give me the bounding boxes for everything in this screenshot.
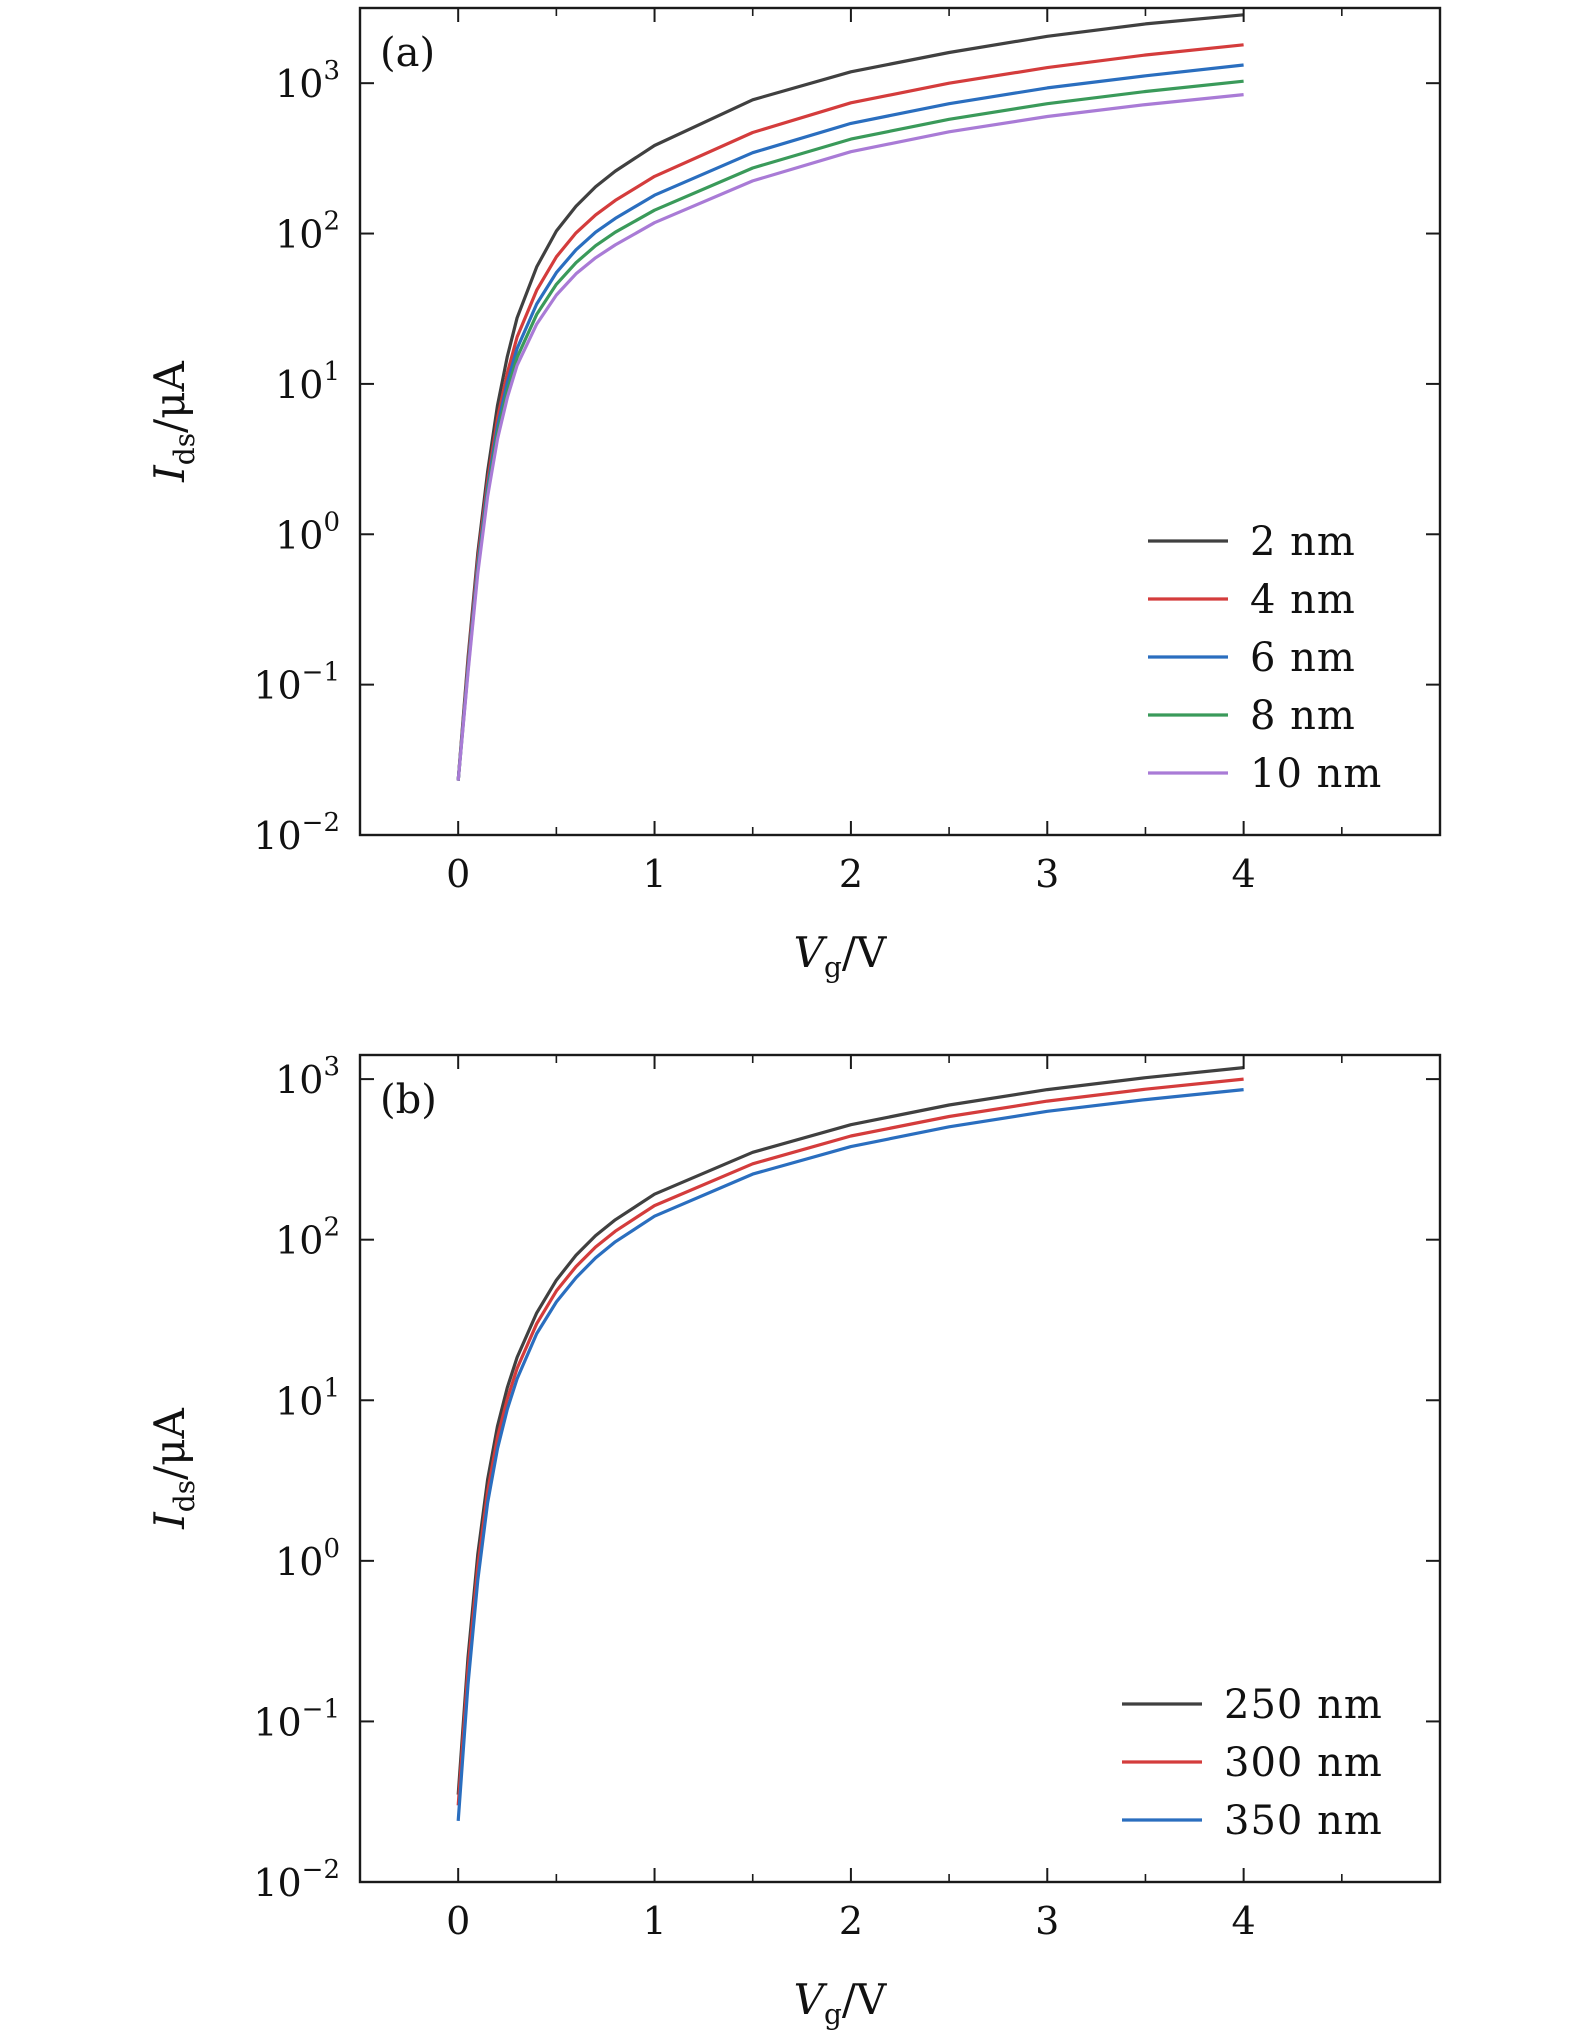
plot-frame [358, 1053, 1442, 1884]
series-line-2 [456, 43, 1244, 781]
x-tick-label: 3 [1035, 852, 1059, 896]
x-tick-label: 2 [839, 852, 863, 896]
series-line-3 [456, 63, 1244, 781]
legend-label: 300 nm [1224, 1740, 1383, 1786]
x-tick-label: 4 [1232, 852, 1256, 896]
x-tick-label: 0 [446, 1899, 470, 1943]
legend-label: 350 nm [1224, 1798, 1383, 1844]
legend-label: 4 nm [1250, 577, 1356, 623]
y-tick-label: 10−1 [253, 658, 340, 708]
y-tick-label: 103 [275, 56, 340, 106]
x-tick-label: 0 [446, 852, 470, 896]
y-tick-label: 10−1 [253, 1694, 340, 1744]
legend-label: 8 nm [1250, 693, 1356, 739]
series-group [456, 1066, 1244, 1822]
x-tick-label: 4 [1232, 1899, 1256, 1943]
x-tick-label: 1 [642, 1899, 666, 1943]
y-tick-label: 102 [275, 1213, 340, 1263]
legend: 250 nm 300 nm 350 nm [1122, 1682, 1383, 1844]
panel-label: (a) [380, 30, 435, 76]
panel-label: (b) [380, 1077, 437, 1123]
legend-label: 6 nm [1250, 635, 1356, 681]
y-tick-label: 10−2 [253, 808, 340, 858]
plot-frame [358, 6, 1442, 837]
series-line-5 [456, 93, 1244, 781]
series-line-3 [456, 1088, 1244, 1822]
y-tick-label: 10−2 [253, 1855, 340, 1905]
x-axis-title: Vg/V [794, 928, 887, 984]
series-line-4 [456, 79, 1244, 781]
y-tick-label: 100 [275, 507, 340, 557]
x-axis-title: Vg/V [794, 1975, 887, 2031]
legend-label: 250 nm [1224, 1682, 1383, 1728]
y-tick-label: 101 [275, 1373, 340, 1423]
y-tick-label: 103 [275, 1052, 340, 1102]
chart-panel-1: 0 1 2 3 4 10−2 10−1 100 101 102 103 (a) Vg/V Ids/μA 2 … [145, 6, 1442, 984]
legend-label: 2 nm [1250, 519, 1356, 565]
y-axis-title: Ids/μA [145, 1407, 201, 1529]
y-tick-label: 102 [275, 207, 340, 257]
chart-panel-2: 0 1 2 3 4 10−2 10−1 100 101 102 103 (b) Vg/V Ids/μA 25… [145, 1052, 1442, 2031]
y-axis-title: Ids/μA [145, 360, 201, 482]
x-tick-label: 1 [642, 852, 666, 896]
x-tick-label: 3 [1035, 1899, 1059, 1943]
legend: 2 nm 4 nm 6 nm 8 nm 10 nm [1148, 519, 1382, 797]
series-group [456, 13, 1244, 781]
y-tick-label: 100 [275, 1534, 340, 1584]
y-tick-label: 101 [275, 357, 340, 407]
series-line-1 [456, 13, 1244, 781]
legend-label: 10 nm [1250, 751, 1382, 797]
series-line-2 [456, 1077, 1244, 1806]
series-line-1 [456, 1066, 1244, 1795]
x-tick-label: 2 [839, 1899, 863, 1943]
